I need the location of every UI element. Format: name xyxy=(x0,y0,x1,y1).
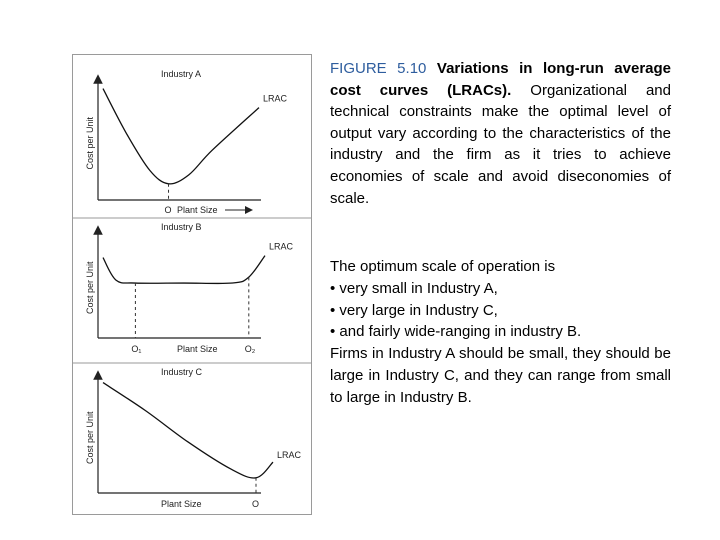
figure-caption-text: Organizational and technical constraints… xyxy=(330,81,671,207)
figure-caption: FIGURE 5.10 Variations in long-run avera… xyxy=(330,58,671,209)
optimum-label: O xyxy=(165,205,172,215)
chart-panel-3: Industry C Cost per Unit Plant Size LRAC O xyxy=(85,367,302,509)
lrac-curve xyxy=(102,255,266,285)
x-axis-label: Plant Size xyxy=(177,344,218,354)
closing-text: Firms in Industry A should be small, the… xyxy=(330,345,671,406)
lrac-curve xyxy=(102,88,260,185)
chart-title: Industry C xyxy=(161,367,203,377)
explanation-text: The optimum scale of operation is • very… xyxy=(330,256,671,409)
y-axis-label: Cost per Unit xyxy=(85,261,95,314)
x-axis-label: Plant Size xyxy=(161,499,202,509)
y-axis-label: Cost per Unit xyxy=(85,116,95,169)
lrac-curve xyxy=(102,382,274,479)
chart-title: Industry B xyxy=(161,222,202,232)
y-axis-label: Cost per Unit xyxy=(85,411,95,464)
series-label: LRAC xyxy=(269,242,294,252)
optimum-label: O xyxy=(252,499,259,509)
bullet-item: • very large in Industry C, xyxy=(330,301,498,319)
optimum-label: O₂ xyxy=(245,344,256,354)
chart-panel-1: Industry A Cost per Unit Plant Size LRAC O xyxy=(85,69,288,215)
intro-text: The optimum scale of operation is xyxy=(330,258,556,275)
figure-title: Variations in long-run average cost curv… xyxy=(330,60,672,99)
figure-label: FIGURE 5.10 xyxy=(330,60,427,77)
bullet-item: • very small in Industry A, xyxy=(330,279,498,297)
figure-panel: Industry A Cost per Unit Plant Size LRAC O In… xyxy=(72,54,312,515)
chart-panel-2: Industry B Cost per Unit Plant Size LRAC O₁ O… xyxy=(85,222,294,354)
series-label: LRAC xyxy=(263,94,288,104)
bullet-item: • and fairly wide-ranging in industry B. xyxy=(330,323,582,341)
series-label: LRAC xyxy=(277,450,302,460)
bullet-list: • very small in Industry A, • very large… xyxy=(330,278,671,343)
x-axis-label: Plant Size xyxy=(177,205,218,215)
optimum-label: O₁ xyxy=(131,344,141,354)
chart-title: Industry A xyxy=(161,69,201,79)
